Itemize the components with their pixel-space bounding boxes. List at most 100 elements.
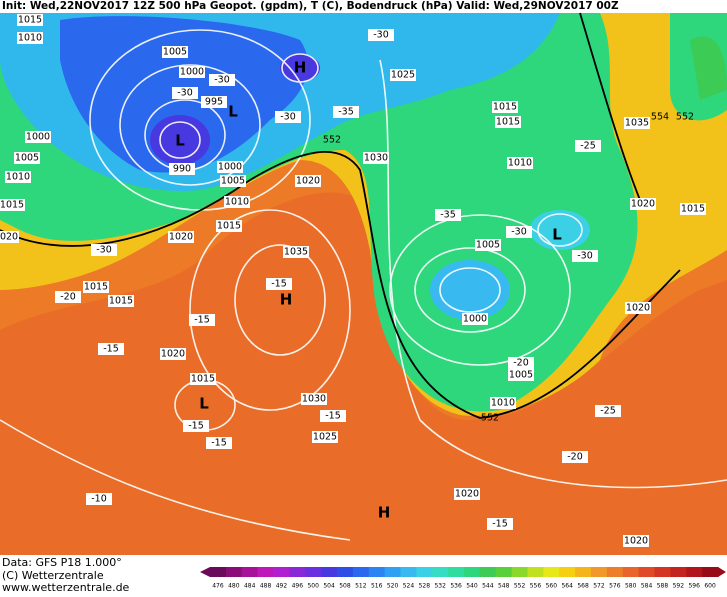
- pressure-center: H: [280, 291, 293, 309]
- pressure-center: L: [552, 226, 562, 244]
- isobar-label: 1015: [681, 204, 705, 215]
- isobar-label: 1000: [463, 314, 487, 325]
- temperature-label-box: [595, 405, 621, 417]
- isobar-label-box: [216, 220, 242, 232]
- scale-label: 532: [434, 583, 446, 590]
- scale-label: 516: [371, 583, 383, 590]
- isobar-label: 995: [205, 97, 223, 108]
- scale-label: 552: [514, 583, 526, 590]
- isobar-label: 1020: [631, 199, 655, 210]
- isobar-label: 1005: [476, 240, 500, 251]
- scale-swatch: [654, 567, 671, 577]
- pressure-center: H: [378, 504, 391, 522]
- scale-swatch: [448, 567, 465, 577]
- scale-arrow-right: [718, 567, 726, 577]
- isobar-label-box: [224, 196, 250, 208]
- scale-label: 596: [688, 583, 700, 590]
- temperature-label-box: [91, 244, 117, 256]
- temperature-label-box: [266, 278, 292, 290]
- temperature-label-box: [172, 87, 198, 99]
- temperature-label: -15: [103, 344, 119, 355]
- scale-label: 580: [625, 583, 637, 590]
- isobar-label: 1010: [508, 158, 532, 169]
- isobar-label-box: [363, 152, 389, 164]
- scale-label: 492: [276, 583, 288, 590]
- temperature-label-box: [572, 250, 598, 262]
- footer-copyright: (C) Wetterzentrale: [2, 569, 104, 582]
- scale-label: 568: [577, 583, 589, 590]
- isobar-label: 1030: [302, 394, 326, 405]
- isobar-label: 1020: [455, 489, 479, 500]
- scale-swatch: [337, 567, 354, 577]
- temperature-label-box: [368, 29, 394, 41]
- scale-swatch: [241, 567, 259, 577]
- scale-swatch: [511, 567, 528, 577]
- isobar-label: 1005: [163, 47, 187, 58]
- temperature-label: -20: [567, 452, 583, 463]
- scale-swatch: [321, 567, 338, 577]
- scale-label: 572: [593, 583, 605, 590]
- temperature-label-box: [86, 493, 112, 505]
- scale-swatch: [225, 567, 243, 577]
- temperature-label: -10: [91, 494, 107, 505]
- isobar-label-box: [390, 69, 416, 81]
- temperature-label: -35: [338, 107, 354, 118]
- scale-label: 560: [546, 583, 558, 590]
- temperature-label: -30: [577, 251, 593, 262]
- isobar-label-box: [312, 431, 338, 443]
- temperature-label-box: [575, 140, 601, 152]
- isobar-label-box: [25, 131, 51, 143]
- isobar-label-box: [623, 535, 649, 547]
- isobar-label-box: [220, 175, 246, 187]
- temperature-label: -30: [373, 30, 389, 41]
- isobar-label: 1030: [364, 153, 388, 164]
- isobar-label-box: [17, 14, 43, 26]
- isobar-label-box: [283, 246, 309, 258]
- isobar-label: 1015: [0, 200, 24, 211]
- scale-label: 488: [260, 583, 272, 590]
- isobar-label-box: [160, 348, 186, 360]
- temperature-label: -35: [440, 210, 456, 221]
- isobar-label-box: [462, 313, 488, 325]
- isobar-label: 1005: [509, 370, 533, 381]
- temperature-label-box: [55, 291, 81, 303]
- scale-label: 548: [498, 583, 510, 590]
- scale-swatch: [495, 567, 513, 577]
- temperature-label-box: [206, 437, 232, 449]
- isobar-label-box: [295, 175, 321, 187]
- scale-label: 512: [355, 583, 367, 590]
- temperature-label: -30: [280, 112, 296, 123]
- temperature-label: -15: [492, 519, 508, 530]
- temperature-label: -30: [214, 75, 230, 86]
- isobar-label: 1015: [84, 282, 108, 293]
- isobar-label-box: [508, 369, 534, 381]
- isobar-label: 1015: [217, 221, 241, 232]
- scale-swatch: [210, 567, 227, 577]
- pressure-center: L: [228, 103, 238, 121]
- isobar-label: 1015: [493, 102, 517, 113]
- scale-swatch: [257, 567, 274, 577]
- height-label: 552: [323, 135, 341, 146]
- scale-label: 544: [482, 583, 494, 590]
- scale-label: 600: [704, 583, 716, 590]
- temperature-label-box: [209, 74, 235, 86]
- isobar-label-box: [169, 163, 195, 175]
- isobar-label: 1020: [626, 303, 650, 314]
- scale-swatch: [543, 567, 560, 577]
- temperature-label: -15: [211, 438, 227, 449]
- isobar-label-box: [162, 46, 188, 58]
- isobar-label: 1035: [284, 247, 308, 258]
- pressure-center: L: [175, 132, 185, 150]
- temperature-label: -30: [177, 88, 193, 99]
- isobar-label-box: [630, 198, 656, 210]
- temperature-label-box: [320, 410, 346, 422]
- color-scale: 476 480 484 488 492 496 500 504 508 512 516 520 524 5…: [200, 567, 726, 590]
- temperature-label: -20: [60, 292, 76, 303]
- isobar-label: 1000: [218, 162, 242, 173]
- isobar-label: 1010: [225, 197, 249, 208]
- map-field: [0, 13, 727, 555]
- pressure-center: L: [199, 395, 209, 413]
- scale-label: 496: [292, 583, 304, 590]
- isobar-label-box: [5, 171, 31, 183]
- isobar-label-box: [83, 281, 109, 293]
